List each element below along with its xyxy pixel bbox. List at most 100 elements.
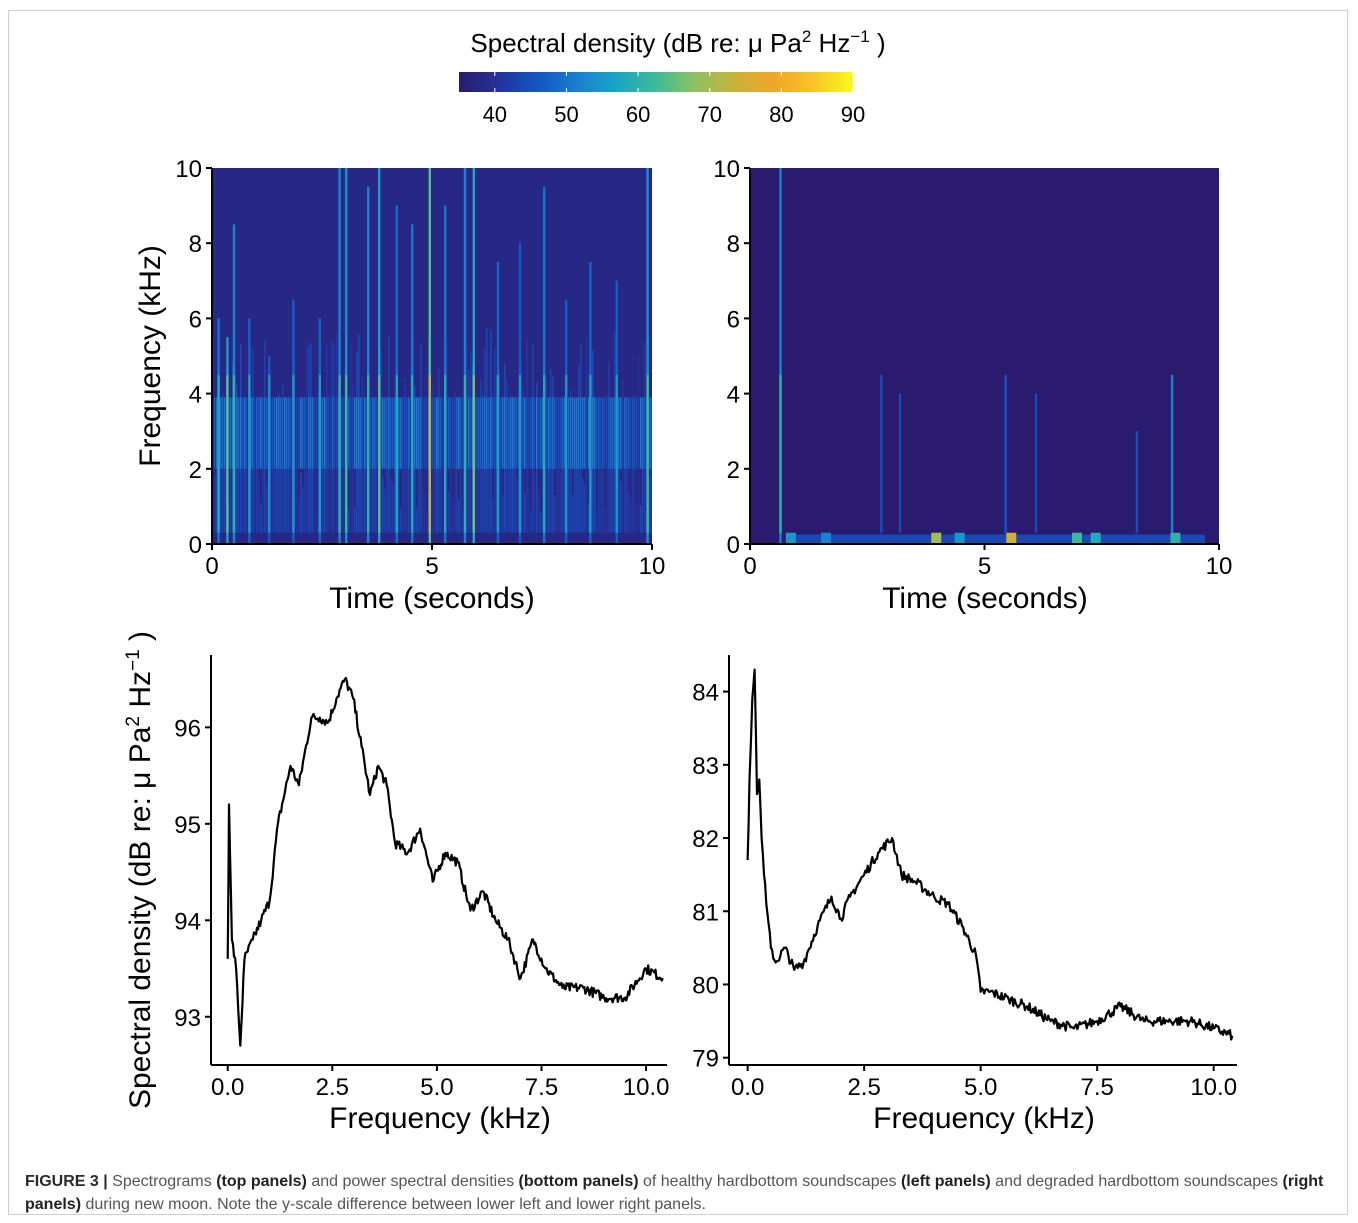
spectrogram-noise-column [384,488,386,533]
spectrogram-noise-column [260,503,262,533]
y-tick-label: 8 [727,231,740,258]
spectrogram-noise-column [636,504,638,533]
y-tick-label: 0 [727,532,740,559]
spectrogram-noise-column [416,509,418,533]
psd-degraded: 0.0 2.5 5.0 7.5 10.0 79 80 81 82 83 84 Frequency (… [692,655,1237,1135]
spectrogram-noise-column [506,397,508,469]
spectrogram-noise-column [314,467,316,533]
figure-caption: FIGURE 3 | Spectrograms (top panels) and… [25,1170,1325,1216]
spectrogram-noise-column [392,397,394,469]
spectrogram-noise-column [364,397,366,469]
spectrogram-noise-column [538,491,540,533]
spectrogram-transient-core [589,374,592,533]
spectrogram-noise-column [216,413,218,533]
spectrogram-noise-column [406,469,408,533]
spectrogram-noise-column [222,397,224,469]
spectrogram-noise-column [388,397,390,469]
spectrogram-noise-column [332,397,334,469]
spectrogram-noise-column [244,451,246,533]
spectrogram-noise-column [530,397,532,469]
spectrogram-noise-column [578,397,580,469]
spectrogram-noise-column [374,397,376,469]
spectrogram-noise-column [604,505,606,533]
psd-degraded-x-axis-title: Frequency (kHz) [873,1102,1095,1135]
spectrogram-noise-column [376,397,378,469]
spectrogram-noise-column [362,397,364,469]
spectrogram-noise-column [644,397,646,469]
spectrogram-noise-column [436,434,438,533]
spectrogram-noise-column [514,432,516,533]
spectrogram-noise-column [342,397,344,469]
spectrogram-transient-core [217,374,220,533]
spectrogram-noise-column [504,397,506,469]
spectrogram-noise-column [270,397,272,469]
spectrogram-noise-column [250,397,252,469]
spectrogram-noise-column [522,397,524,469]
spectrogram-noise-column [586,397,588,469]
spectrogram-noise-column [524,397,526,469]
y-tick-label: 4 [727,382,740,409]
spectrogram-noise-column [476,437,478,533]
spectrogram-noise-column [424,397,426,469]
spectrogram-noise-column [408,433,410,533]
spectrogram-noise-column [432,397,434,469]
spectrogram-noise-column [238,397,240,469]
x-tick-label: 10.0 [1190,1074,1237,1101]
spectrogram-noise-column [424,493,426,533]
spectrogram-noise-column [276,427,278,533]
spectrogram-noise-column [534,474,536,533]
spectrogram-noise-column [492,499,494,533]
spectrogram-noise-column [650,433,652,533]
spectrogram-noise-column [294,397,296,469]
spectrogram-noise-column [284,439,286,533]
spectrogram-noise-column [282,397,284,469]
spectrogram-low-freq-band [787,534,1205,544]
y-tick-label: 84 [692,680,719,707]
spectrogram-degraded-axes: 0 5 10 0 2 4 6 8 10 [713,156,1232,580]
spectrogram-noise-column [254,397,256,469]
spectrogram-noise-column [250,409,252,533]
caption-label: FIGURE 3 | [25,1173,108,1190]
x-tick-label: 2.5 [316,1074,349,1101]
spectrogram-degraded-background [750,168,1219,544]
spectrogram-noise-column [626,397,628,469]
spectrogram-noise-column [382,476,384,533]
spectrogram-noise-column [242,397,244,469]
spectrogram-transient-core [880,374,883,533]
spectrogram-noise-column [440,435,442,533]
spectrogram-noise-column [554,397,556,469]
spectrogram-healthy-marks [212,168,652,545]
spectrogram-noise-column [316,513,318,533]
spectrogram-degraded: 0 5 10 0 2 4 6 8 10 Time (seconds) [713,156,1232,615]
spectrogram-low-freq-event [821,532,832,544]
spectrogram-noise-column [568,397,570,469]
spectrogram-noise-column [308,397,310,469]
spectrogram-noise-column [276,397,278,469]
spectrogram-noise-column [350,397,352,469]
spectrogram-noise-column [494,397,496,469]
spectrogram-noise-column [508,397,510,469]
colorbar-tick-label: 80 [769,102,793,127]
spectrogram-noise-column [572,494,574,533]
spectrogram-noise-column [602,397,604,469]
spectrogram-noise-column [630,499,632,533]
colorbar-tick-label: 70 [697,102,721,127]
spectrogram-noise-column [342,407,344,533]
spectrogram-noise-column [376,455,378,533]
spectrogram-noise-column [240,397,242,469]
spectrogram-noise-column [530,509,532,533]
spectrogram-noise-column [500,469,502,533]
spectrogram-noise-column [572,397,574,469]
y-tick-label: 79 [692,1046,719,1073]
spectrogram-noise-column [408,397,410,469]
x-tick-label: 5 [425,553,438,580]
y-tick-label: 10 [175,156,202,183]
spectrogram-noise-column [266,397,268,469]
spectrogram-transient [378,168,381,544]
y-tick-label: 83 [692,753,719,780]
y-tick-label: 93 [174,1005,201,1032]
spectrogram-noise-column [456,397,458,469]
spectrogram-noise-column [622,397,624,469]
spectrogram-noise-column [600,397,602,469]
spectrogram-noise-column [448,397,450,469]
